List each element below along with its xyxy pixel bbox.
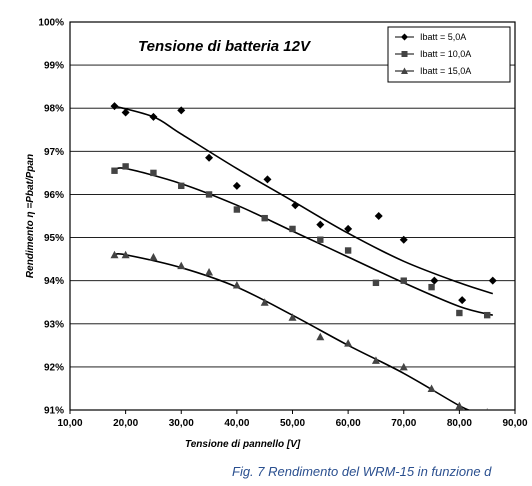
data-point-triangle bbox=[455, 401, 464, 410]
legend-label-15a: Ibatt = 15,0A bbox=[420, 66, 471, 76]
figure-caption: Fig. 7 Rendimento del WRM-15 in funzione… bbox=[232, 464, 492, 479]
data-point-diamond bbox=[458, 296, 467, 305]
data-point-square bbox=[205, 191, 213, 198]
data-point-triangle bbox=[149, 252, 158, 261]
data-point-diamond bbox=[399, 235, 408, 244]
data-point-triangle bbox=[232, 280, 241, 289]
x-tick-labels: 10,00 20,00 30,00 40,00 50,00 60,00 70,00 80,00… bbox=[57, 410, 528, 429]
data-point-triangle bbox=[121, 250, 130, 259]
data-point-diamond bbox=[488, 276, 497, 285]
data-point-triangle bbox=[344, 339, 353, 347]
data-point-triangle bbox=[288, 313, 297, 321]
legend-label-5a: Ibatt = 5,0A bbox=[420, 32, 466, 42]
data-point-triangle bbox=[371, 356, 380, 364]
legend: Ibatt = 5,0A Ibatt = 10,0A Ibatt = 15,0A bbox=[387, 26, 511, 83]
y-tick-label: 98% bbox=[44, 104, 64, 115]
x-tick-label: 20,00 bbox=[113, 418, 138, 429]
data-point-square bbox=[111, 167, 118, 174]
y-tick-label: 96% bbox=[44, 190, 64, 201]
y-axis-title: Rendimento η =Pbat/Ppan bbox=[25, 154, 36, 278]
legend-marker-square bbox=[401, 51, 408, 57]
legend-marker-triangle bbox=[401, 67, 408, 74]
y-tick-labels: 91% 92% 93% 94% 95% 96% 97% 98% 99% 100% bbox=[38, 18, 64, 417]
data-point-diamond bbox=[291, 201, 300, 210]
data-point-diamond bbox=[374, 212, 383, 220]
efficiency-chart: 91% 92% 93% 94% 95% 96% 97% 98% 99% 100% 10,00 20,… bbox=[25, 18, 528, 451]
trend-line-series-1 bbox=[114, 105, 494, 295]
data-point-triangle bbox=[205, 268, 214, 276]
data-point-square bbox=[122, 163, 129, 170]
data-point-square bbox=[150, 169, 157, 177]
data-point-triangle bbox=[427, 384, 436, 392]
x-axis-title: Tensione di pannello [V] bbox=[185, 439, 301, 450]
data-point-square bbox=[289, 225, 296, 233]
x-tick-label: 60,00 bbox=[336, 418, 361, 429]
data-point-square bbox=[178, 182, 185, 190]
data-point-triangle bbox=[260, 298, 269, 306]
data-point-square bbox=[456, 309, 463, 317]
data-point-diamond bbox=[149, 112, 158, 121]
data-point-square bbox=[233, 206, 241, 213]
data-point-diamond bbox=[110, 102, 119, 111]
data-point-diamond bbox=[121, 108, 130, 117]
x-tick-label: 50,00 bbox=[280, 418, 305, 429]
x-tick-label: 80,00 bbox=[447, 418, 472, 429]
x-tick-label: 10,00 bbox=[57, 418, 82, 429]
legend-label-10a: Ibatt = 10,0A bbox=[420, 49, 471, 59]
x-tick-label: 40,00 bbox=[224, 418, 249, 429]
data-point-square bbox=[400, 277, 407, 284]
trend-lines bbox=[114, 105, 494, 410]
data-point-triangle bbox=[110, 250, 119, 259]
data-point-diamond bbox=[316, 220, 325, 229]
data-point-diamond bbox=[430, 276, 439, 285]
chart-title: Tensione di batteria 12V bbox=[138, 38, 312, 55]
trend-line-series-3 bbox=[114, 253, 471, 410]
data-point-square bbox=[317, 236, 324, 243]
trend-line-series-2 bbox=[114, 167, 494, 316]
data-point-diamond bbox=[205, 153, 214, 162]
x-tick-label: 70,00 bbox=[391, 418, 416, 429]
data-point-square bbox=[428, 283, 435, 291]
data-point-square bbox=[483, 311, 491, 319]
legend-marker-diamond bbox=[401, 33, 408, 41]
data-points bbox=[110, 102, 497, 410]
y-tick-label: 91% bbox=[44, 406, 64, 417]
data-point-square bbox=[344, 247, 352, 254]
data-point-diamond bbox=[344, 224, 353, 233]
y-tick-label: 100% bbox=[38, 18, 64, 29]
x-tick-label: 30,00 bbox=[169, 418, 194, 429]
data-point-triangle bbox=[399, 362, 408, 371]
y-tick-label: 93% bbox=[44, 319, 64, 330]
data-point-diamond bbox=[177, 106, 186, 115]
data-point-diamond bbox=[263, 175, 272, 184]
data-point-diamond bbox=[232, 181, 241, 190]
y-tick-label: 99% bbox=[44, 61, 64, 72]
data-point-square bbox=[261, 214, 268, 222]
y-tick-label: 92% bbox=[44, 362, 64, 373]
data-point-triangle bbox=[486, 408, 489, 410]
y-tick-label: 97% bbox=[44, 147, 64, 158]
y-tick-label: 95% bbox=[44, 233, 64, 244]
data-point-triangle bbox=[316, 332, 325, 341]
data-point-triangle bbox=[177, 261, 186, 270]
x-tick-label: 90,00 bbox=[502, 418, 527, 429]
y-tick-label: 94% bbox=[44, 276, 64, 287]
data-point-square bbox=[372, 279, 380, 287]
